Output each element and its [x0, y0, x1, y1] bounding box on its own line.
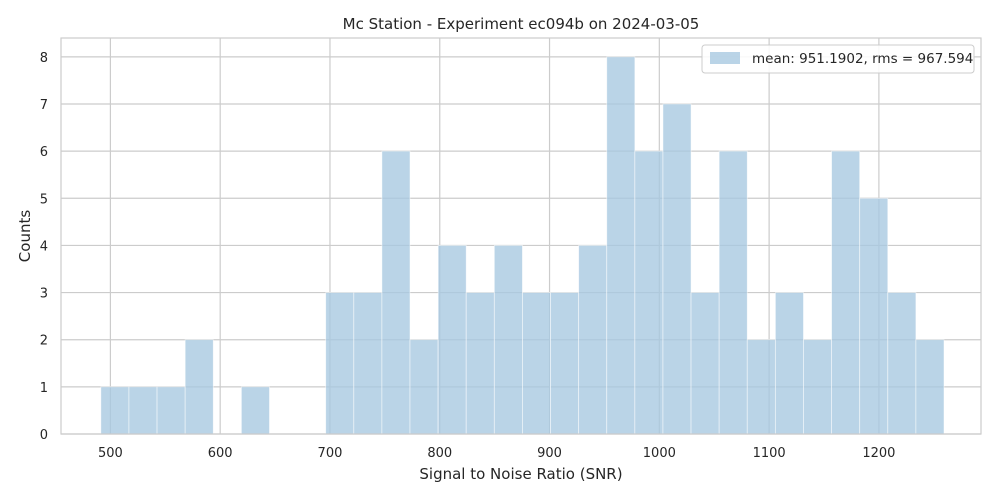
histogram-bar [522, 292, 551, 435]
x-tick-label: 700 [318, 446, 343, 461]
y-tick-label: 8 [40, 51, 48, 66]
y-tick-label: 1 [40, 381, 48, 396]
histogram-bar [746, 339, 776, 435]
legend-box [701, 44, 975, 74]
histogram-bar [690, 292, 720, 435]
x-tick-label: 1000 [643, 446, 676, 461]
histogram-bar [240, 386, 270, 435]
histogram-bars [100, 56, 945, 435]
plot-frame [60, 37, 982, 435]
histogram-bar [803, 339, 832, 435]
legend-label: mean: 951.1902, rms = 967.594 [752, 51, 973, 67]
y-tick-label: 7 [40, 98, 48, 113]
x-tick-label: 900 [537, 446, 562, 461]
histogram-bar [381, 150, 411, 435]
legend-swatch [710, 52, 740, 64]
histogram-bar [774, 292, 804, 435]
x-tick-labels: 500 600 700 800 900 1000 1100 1200 [98, 446, 895, 461]
histogram-bar [325, 292, 355, 435]
histogram-bar [887, 292, 917, 435]
x-tick-label: 500 [98, 446, 123, 461]
histogram-bar [465, 292, 495, 435]
y-tick-label: 3 [40, 287, 48, 302]
y-axis-label: Counts [16, 210, 34, 263]
y-tick-labels: 0 1 2 3 4 5 6 7 8 [40, 51, 48, 443]
y-tick-label: 0 [40, 428, 48, 443]
histogram-bar [831, 150, 861, 435]
histogram-bar [156, 386, 186, 435]
y-tick-label: 4 [40, 239, 48, 254]
histogram-bar [184, 339, 214, 435]
x-tick-label: 1200 [862, 446, 895, 461]
x-tick-label: 800 [427, 446, 452, 461]
histogram-bar [353, 292, 383, 435]
histogram-bar [100, 386, 130, 435]
chart-title: Mc Station - Experiment ec094b on 2024-0… [343, 15, 700, 33]
histogram-bar [437, 245, 467, 435]
histogram-bar [578, 245, 608, 435]
y-tick-label: 2 [40, 334, 48, 349]
histogram-bar [550, 292, 580, 435]
histogram-bar [662, 103, 692, 435]
histogram-bar [409, 339, 439, 435]
x-tick-label: 1100 [753, 446, 786, 461]
x-tick-label: 600 [208, 446, 233, 461]
histogram-bar [128, 386, 158, 435]
histogram-bar [859, 197, 889, 435]
histogram-bar [493, 245, 523, 435]
histogram-bar [915, 339, 945, 435]
legend: mean: 951.1902, rms = 967.594 [701, 44, 975, 74]
y-tick-label: 5 [40, 192, 48, 207]
histogram-bar [634, 150, 664, 435]
y-tick-label: 6 [40, 145, 48, 160]
histogram-bar [718, 150, 748, 435]
x-axis-label: Signal to Noise Ratio (SNR) [419, 465, 622, 483]
histogram-bar [606, 56, 636, 435]
